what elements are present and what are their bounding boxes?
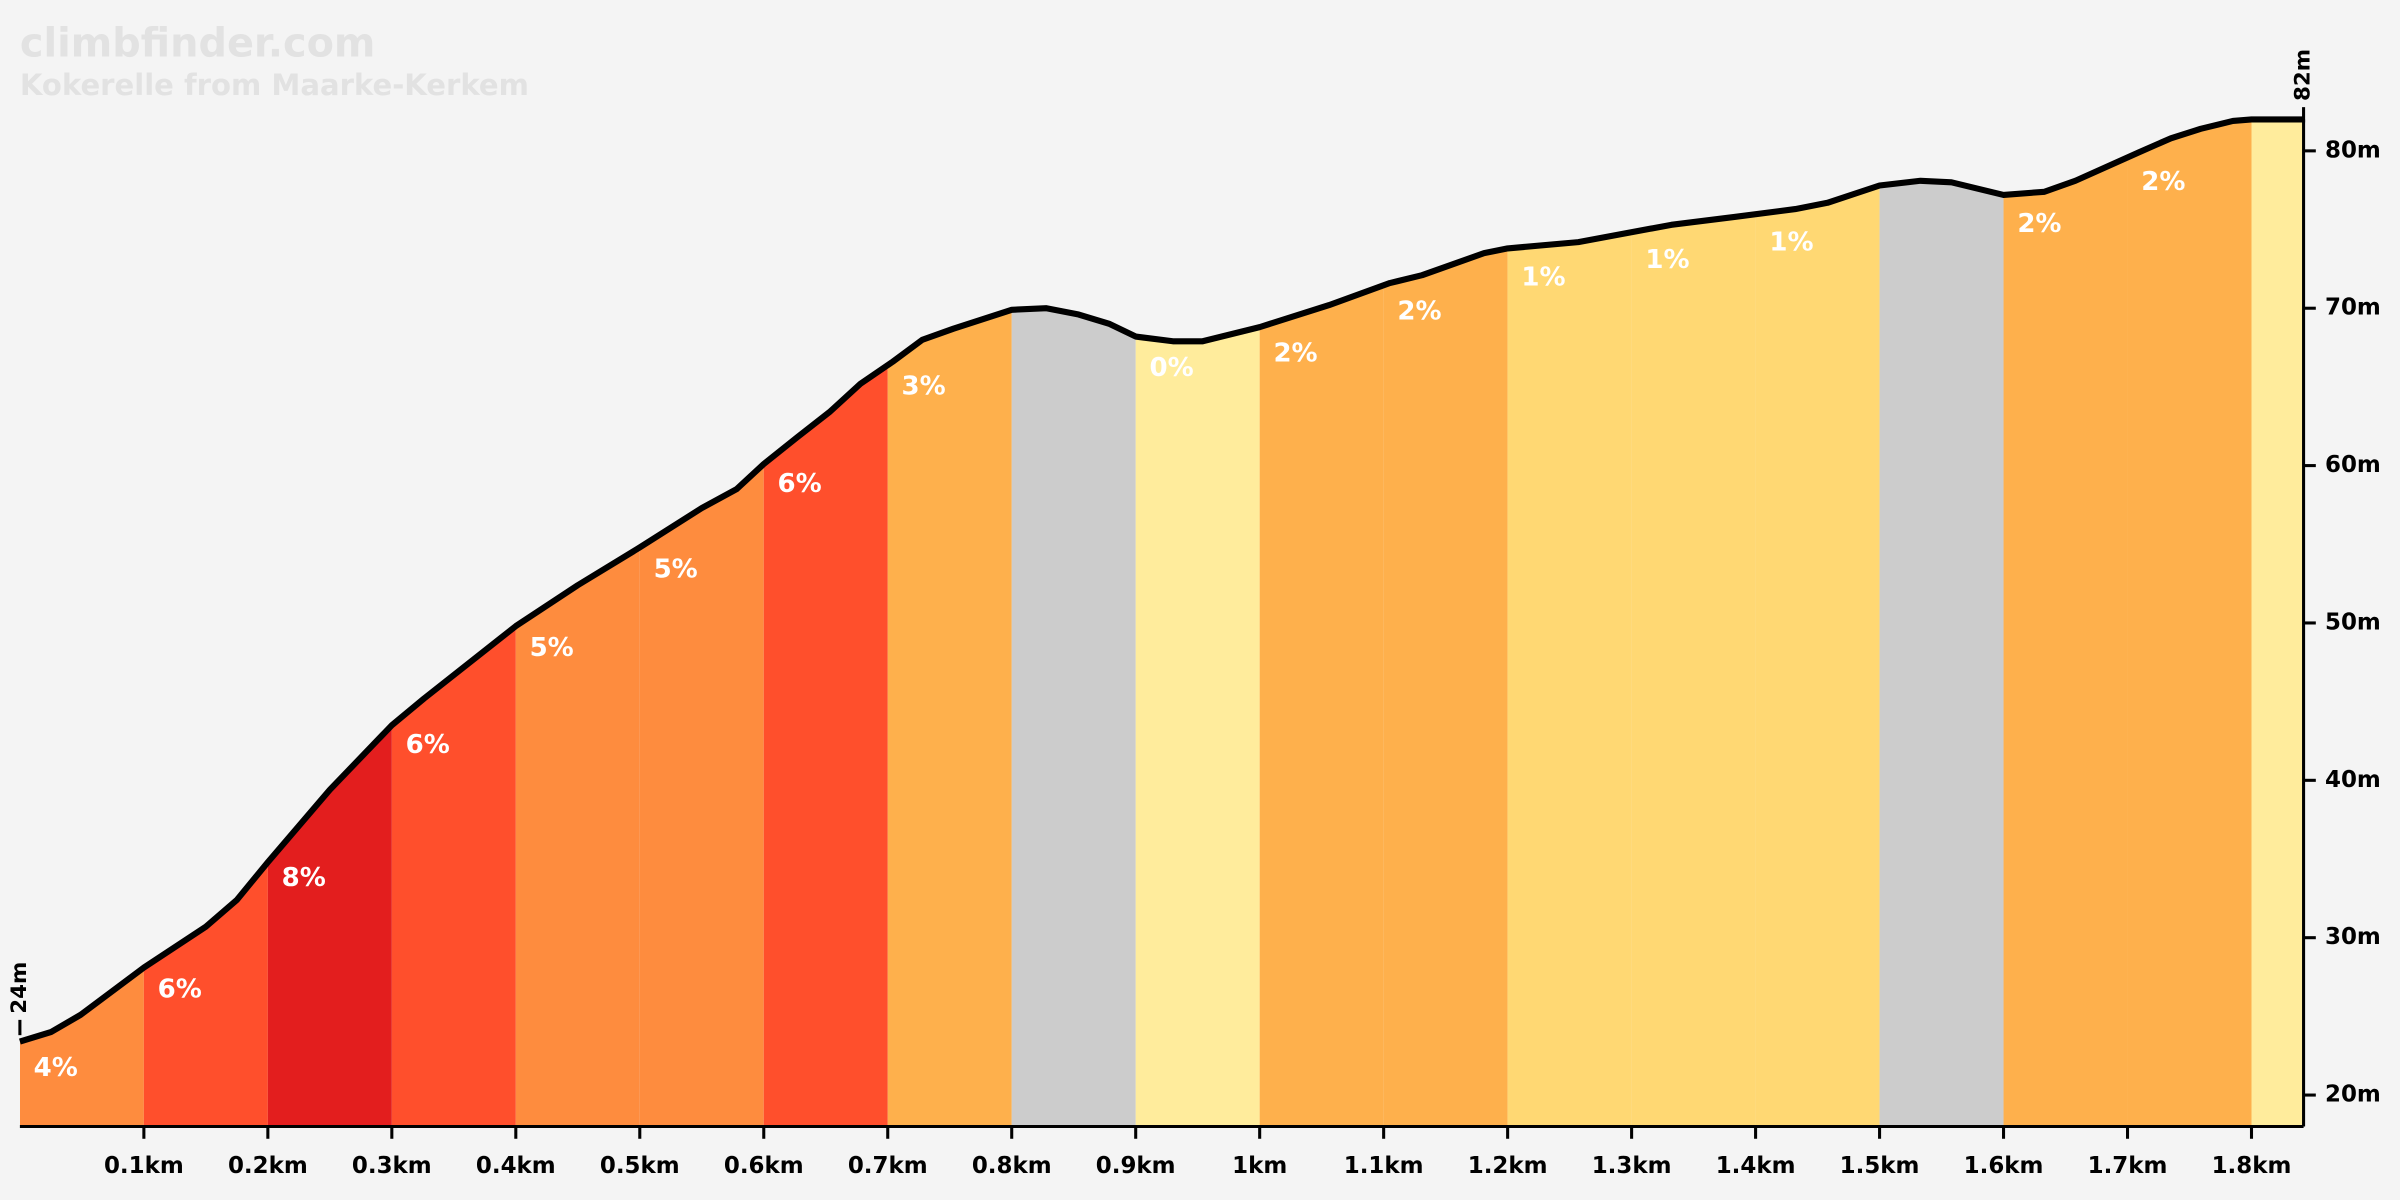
segment (391, 119, 516, 1127)
gradient-label: 4% (34, 1053, 78, 1083)
annotation-label: 82m (2291, 49, 2316, 101)
chart-title: climbfinder.com (20, 20, 375, 66)
gradient-label: 1% (1521, 262, 1565, 292)
gradient-label: 2% (1397, 297, 1441, 327)
segment (2003, 119, 2128, 1127)
gradient-label: 0% (1149, 353, 1193, 383)
segment (2251, 119, 2304, 1127)
gradient-label: 3% (902, 371, 946, 401)
gradient-label: 6% (778, 469, 822, 499)
x-tick-label: 1.1km (1344, 1153, 1424, 1179)
gradient-label: 1% (1645, 245, 1689, 275)
x-tick-label: 0.1km (104, 1153, 184, 1179)
y-tick-label: 80m (2325, 137, 2381, 163)
y-tick-label: 50m (2325, 609, 2381, 635)
gradient-label: 2% (1273, 338, 1317, 368)
profile-line (19, 116, 2304, 1045)
segment (1011, 119, 1136, 1127)
segment (1383, 119, 1508, 1127)
segment (887, 119, 1012, 1127)
segment (763, 119, 888, 1127)
gradient-label: 6% (406, 730, 450, 760)
x-tick-label: 1.2km (1468, 1153, 1548, 1179)
segment (1755, 119, 1880, 1127)
x-tick-label: 1.3km (1592, 1153, 1672, 1179)
segments (19, 119, 2304, 1127)
x-tick-label: 0.4km (476, 1153, 556, 1179)
x-tick-label: 0.7km (848, 1153, 928, 1179)
y-tick-label: 40m (2325, 767, 2381, 793)
y-tick-label: 70m (2325, 295, 2381, 321)
x-tick-label: 1.7km (2088, 1153, 2168, 1179)
gradient-label: 5% (530, 633, 574, 663)
x-tick-label: 1.5km (1840, 1153, 1920, 1179)
gradient-label: 2% (2017, 209, 2061, 239)
segment (1507, 119, 1632, 1127)
x-tick-label: 1.4km (1716, 1153, 1796, 1179)
x-tick-label: 0.5km (600, 1153, 680, 1179)
x-tick-label: 1km (1232, 1153, 1287, 1179)
segment (1259, 119, 1384, 1127)
segment (2127, 119, 2252, 1127)
gradient-label: 6% (158, 975, 202, 1005)
gradient-label: 2% (2141, 167, 2185, 197)
segment (1135, 119, 1260, 1127)
x-tick-label: 0.6km (724, 1153, 804, 1179)
segment (1631, 119, 1756, 1127)
segment (515, 119, 640, 1127)
x-tick-label: 0.9km (1096, 1153, 1176, 1179)
x-tick-label: 1.6km (1964, 1153, 2044, 1179)
segment (19, 119, 144, 1127)
y-tick-label: 20m (2325, 1082, 2381, 1108)
x-tick-label: 0.2km (228, 1153, 308, 1179)
gradient-label: 1% (1769, 228, 1813, 258)
x-tick-label: 0.3km (352, 1153, 432, 1179)
y-tick-label: 30m (2325, 924, 2381, 950)
gradient-label: 8% (282, 863, 326, 893)
annotation-label: 24m (7, 962, 32, 1014)
x-tick-label: 1.8km (2212, 1153, 2292, 1179)
gradient-label: 5% (654, 555, 698, 585)
segment (267, 119, 392, 1127)
x-tick-label: 0.8km (972, 1153, 1052, 1179)
chart-subtitle: Kokerelle from Maarke-Kerkem (20, 68, 529, 102)
segment (1879, 119, 2004, 1127)
y-tick-label: 60m (2325, 452, 2381, 478)
segment (639, 119, 764, 1127)
